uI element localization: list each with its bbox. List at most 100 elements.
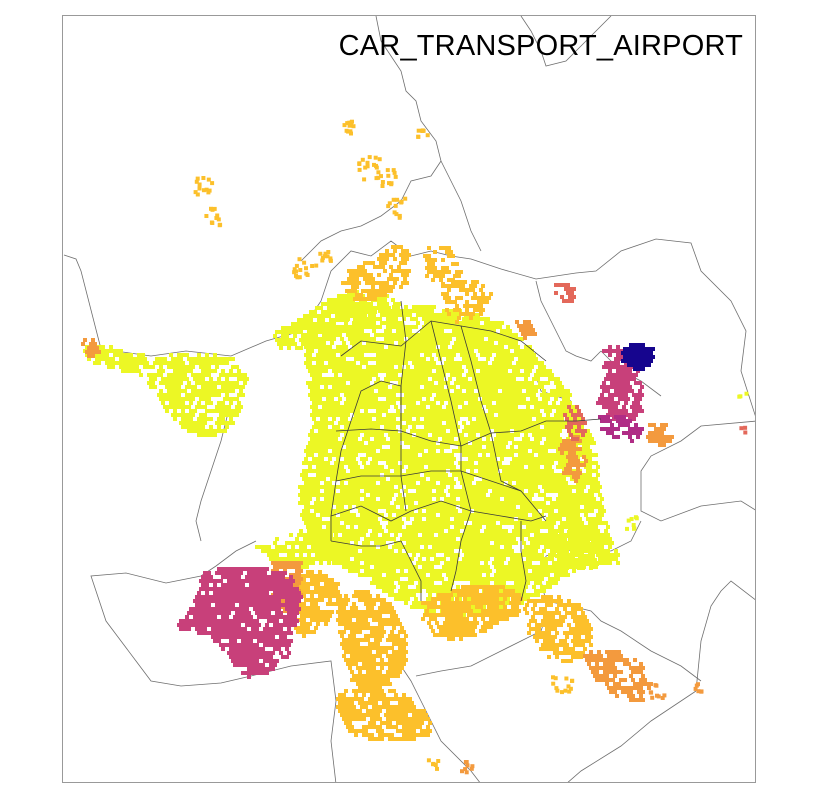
- heat-cell-level-1: [558, 525, 562, 529]
- heat-cell-level-1: [147, 381, 151, 385]
- heat-cell-level-1: [474, 445, 478, 449]
- heat-cell-level-1: [554, 565, 558, 569]
- heat-cell-level-1: [470, 549, 474, 553]
- heat-cell-level-1: [452, 401, 456, 405]
- heat-cell-level-1: [309, 533, 313, 537]
- heat-cell-level-1: [350, 533, 354, 537]
- heat-cell-level-1: [462, 317, 466, 321]
- heat-cell-level-1: [390, 461, 394, 465]
- heat-cell-level-1: [500, 393, 504, 397]
- heat-cell-level-1: [586, 477, 590, 481]
- heat-cell-level-1: [223, 389, 227, 393]
- heat-cell-level-1: [233, 385, 237, 389]
- heat-cell-level-1: [522, 517, 526, 521]
- heat-cell-level-1: [602, 509, 606, 513]
- heat-cell-level-1: [502, 469, 506, 473]
- heat-cell-level-1: [448, 425, 452, 429]
- heat-cell-level-1: [448, 481, 452, 485]
- heat-cell-level-1: [426, 589, 430, 593]
- heat-cell-level-1: [480, 377, 484, 381]
- heat-cell-level-2: [350, 622, 354, 626]
- heat-cell-level-1: [576, 417, 580, 421]
- heat-cell-level-1: [446, 461, 450, 465]
- heat-cell-level-1: [370, 413, 374, 417]
- heat-cell-level-1: [418, 541, 422, 545]
- heat-cell-level-1: [354, 501, 358, 505]
- heat-cell-level-1: [414, 317, 418, 321]
- heat-cell-level-1: [408, 481, 412, 485]
- heat-cell-level-1: [488, 417, 492, 421]
- heat-cell-level-1: [566, 573, 570, 577]
- heat-cell-level-1: [390, 389, 394, 393]
- heat-cell-level-1: [518, 349, 522, 353]
- heat-cell-level-1: [420, 305, 424, 309]
- heat-cell-level-1: [442, 333, 446, 337]
- heat-cell-level-1: [394, 357, 398, 361]
- heat-cell-level-1: [502, 429, 506, 433]
- heat-cell-level-1: [590, 525, 594, 529]
- heat-cell-level-1: [466, 389, 470, 393]
- heat-cell-level-1: [518, 469, 522, 473]
- heat-cell-level-1: [366, 517, 370, 521]
- heat-cell-level-1: [205, 401, 209, 405]
- heat-cell-level-1: [516, 489, 520, 493]
- heat-cell-level-1: [354, 493, 358, 497]
- heat-cell-level-1: [532, 393, 536, 397]
- heat-cell-level-1: [229, 369, 233, 373]
- heat-cell-level-1: [438, 493, 442, 497]
- heat-cell-level-1: [378, 541, 382, 545]
- heat-cell-level-1: [380, 409, 384, 413]
- heat-cell-level-1: [510, 341, 514, 345]
- heat-cell-level-1: [195, 381, 199, 385]
- heat-cell-level-1: [460, 481, 464, 485]
- heat-cell-level-1: [398, 517, 402, 521]
- heat-cell-level-1: [552, 401, 556, 405]
- heat-cell-level-1: [434, 573, 438, 577]
- heat-cell-level-1: [392, 321, 396, 325]
- heat-cell-level-1: [370, 421, 374, 425]
- heat-cell-level-1: [438, 413, 442, 417]
- heat-cell-level-1: [342, 493, 346, 497]
- heat-cell-level-1: [380, 489, 384, 493]
- heat-cell-level-1: [440, 409, 444, 413]
- heat-cell-level-1: [468, 465, 472, 469]
- heat-cell-level-1: [374, 557, 378, 561]
- heat-cell-level-1: [482, 317, 486, 321]
- heat-cell-level-1: [500, 561, 504, 565]
- heat-cell-level-1: [408, 433, 412, 437]
- heat-cell-level-1: [394, 597, 398, 601]
- heat-cell-level-1: [500, 569, 504, 573]
- heat-cell-level-1: [600, 513, 604, 517]
- heat-cell-level-1: [456, 313, 460, 317]
- heat-cell-level-1: [314, 477, 318, 481]
- heat-cell-level-1: [512, 561, 516, 565]
- heat-cell-level-1: [492, 321, 496, 325]
- heat-cell-level-1: [472, 545, 476, 549]
- heat-cell-level-1: [406, 413, 410, 417]
- heat-cell-level-1: [344, 545, 348, 549]
- heat-cell-level-1: [568, 393, 572, 397]
- heat-cell-level-1: [458, 445, 462, 449]
- heat-cell-level-1: [412, 521, 416, 525]
- heat-cell-level-1: [390, 373, 394, 377]
- heat-cell-level-1: [392, 505, 396, 509]
- heat-cell-level-1: [418, 589, 422, 593]
- heat-cell-level-1: [279, 330, 283, 334]
- heat-cell-level-1: [317, 541, 321, 545]
- heat-cell-level-1: [588, 529, 592, 533]
- heat-cell-level-1: [550, 429, 554, 433]
- heat-cell-level-1: [604, 561, 608, 565]
- heat-cell-level-1: [406, 517, 410, 521]
- heat-cell-level-1: [558, 461, 562, 465]
- heat-cell-level-1: [370, 349, 374, 353]
- heat-cell-level-1: [478, 365, 482, 369]
- heat-cell-level-1: [392, 473, 396, 477]
- heat-cell-level-1: [468, 529, 472, 533]
- heat-cell-level-1: [310, 493, 314, 497]
- heat-cell-level-1: [528, 345, 532, 349]
- heat-cell-level-1: [538, 413, 542, 417]
- heat-cell-level-1: [424, 497, 428, 501]
- heat-cell-level-1: [426, 437, 430, 441]
- heat-cell-level-1: [364, 497, 368, 501]
- heat-cell-level-1: [167, 381, 171, 385]
